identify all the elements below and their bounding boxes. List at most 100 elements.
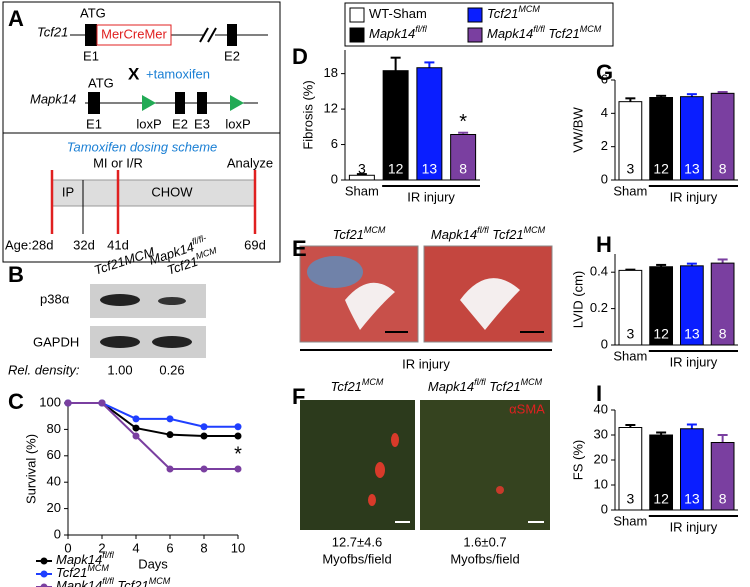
panel-e: IR injury bbox=[299, 245, 553, 371]
x-tick-label: Sham bbox=[613, 183, 647, 198]
panel-a: Tcf21 ATG MerCreMer E1 E2 X +tamoxifen M… bbox=[2, 1, 281, 263]
x-tick-label: Sham bbox=[613, 513, 647, 528]
panel-label: B bbox=[8, 262, 24, 287]
exon bbox=[227, 24, 237, 46]
bar bbox=[679, 428, 704, 511]
x-tick-label: Sham bbox=[345, 183, 379, 198]
image-title: Tcf21MCM bbox=[331, 377, 384, 394]
event-label: Analyze bbox=[227, 155, 273, 170]
bar-label: 3 bbox=[626, 491, 634, 507]
superscript: fl/fl- bbox=[191, 233, 208, 247]
group-label: IR injury bbox=[402, 356, 450, 371]
y-tick-label: 6 bbox=[331, 136, 338, 151]
exon bbox=[88, 92, 100, 114]
bar-label: 3 bbox=[626, 326, 634, 342]
panel-label: A bbox=[8, 6, 24, 31]
break bbox=[199, 27, 209, 43]
x-tick-label: 6 bbox=[166, 540, 173, 555]
lumen bbox=[345, 282, 395, 330]
bar bbox=[618, 427, 643, 511]
superscript: fl/fl bbox=[477, 225, 490, 235]
image-title: Mapk14fl/fl Tcf21MCM bbox=[428, 377, 543, 394]
series-line bbox=[68, 402, 238, 470]
y-tick-label: 0.2 bbox=[590, 300, 608, 315]
bar bbox=[382, 70, 409, 181]
phase-label: IP bbox=[62, 184, 74, 199]
start-codon: ATG bbox=[88, 75, 114, 90]
legend-label: Mapk14fl/fl bbox=[369, 24, 428, 41]
panel-b: p38α GAPDH Rel. density: 1.00 0.26 bbox=[8, 284, 206, 377]
treatment: +tamoxifen bbox=[146, 66, 210, 81]
immunostain-image bbox=[420, 400, 550, 530]
label-part: Tcf21 bbox=[331, 379, 362, 394]
point bbox=[234, 423, 242, 431]
y-tick-label: 0 bbox=[54, 526, 61, 541]
bar-label: 8 bbox=[719, 491, 727, 507]
series-line bbox=[68, 402, 238, 428]
bar bbox=[416, 67, 443, 181]
y-tick-label: 20 bbox=[47, 500, 61, 515]
blot-band bbox=[152, 336, 192, 348]
stain-signal bbox=[496, 486, 504, 494]
fibrosis-area bbox=[307, 256, 363, 288]
superscript: fl/fl bbox=[533, 24, 546, 34]
density-value: 0.26 bbox=[159, 362, 184, 377]
legend-swatch bbox=[349, 7, 365, 23]
point bbox=[166, 465, 174, 473]
break bbox=[207, 27, 217, 43]
image-title: Tcf21MCM bbox=[333, 225, 386, 242]
y-tick-label: 40 bbox=[47, 474, 61, 489]
point bbox=[132, 424, 140, 432]
loxp-label: loxP bbox=[225, 116, 250, 131]
label-part: Mapk14 bbox=[56, 578, 102, 587]
x-tick-label: 0 bbox=[64, 540, 71, 555]
loxp-label: loxP bbox=[136, 116, 161, 131]
point bbox=[200, 465, 208, 473]
y-tick-label: 60 bbox=[47, 447, 61, 462]
count: 12.7±4.6 bbox=[332, 534, 383, 549]
bar bbox=[649, 266, 674, 346]
x-tick-label: 4 bbox=[132, 540, 139, 555]
superscript: MCM bbox=[524, 225, 546, 235]
y-tick-label: 100 bbox=[39, 394, 61, 409]
point bbox=[166, 415, 174, 423]
count-unit: Myofbs/field bbox=[322, 551, 391, 566]
exon bbox=[85, 24, 97, 46]
x-axis-label: Days bbox=[138, 556, 168, 571]
label-part: Mapk14 bbox=[56, 552, 102, 567]
blot-band bbox=[100, 336, 140, 348]
y-tick-label: 80 bbox=[47, 421, 61, 436]
bar-label: 13 bbox=[684, 326, 700, 342]
group-label: IR injury bbox=[670, 519, 718, 534]
point bbox=[64, 399, 72, 407]
y-tick-label: 40 bbox=[594, 401, 608, 416]
cross: X bbox=[128, 64, 140, 83]
stain-signal bbox=[391, 433, 399, 447]
label-part: Tcf21 bbox=[545, 26, 580, 41]
panel-label: D bbox=[292, 44, 308, 69]
superscript: MCM bbox=[518, 4, 540, 14]
bar-label: 3 bbox=[626, 161, 634, 177]
y-tick-label: 0 bbox=[601, 336, 608, 351]
row-label: GAPDH bbox=[33, 334, 79, 349]
bar-label: 12 bbox=[388, 161, 404, 177]
immunostain-image bbox=[300, 400, 415, 530]
panel-label: H bbox=[596, 232, 612, 257]
stain-signal bbox=[368, 494, 376, 506]
panel-label: E bbox=[292, 236, 307, 261]
y-tick-label: 0 bbox=[601, 501, 608, 516]
exon-label: E2 bbox=[224, 48, 240, 63]
superscript: MCM bbox=[195, 245, 219, 261]
blot-band bbox=[100, 294, 140, 306]
y-tick-label: 0 bbox=[331, 171, 338, 186]
bar-label: 13 bbox=[422, 161, 438, 177]
y-axis-label: Survival (%) bbox=[23, 434, 38, 504]
bar bbox=[649, 434, 674, 511]
scheme-title: Tamoxifen dosing scheme bbox=[67, 139, 218, 154]
y-tick-label: 4 bbox=[601, 105, 608, 120]
label-part: Tcf21 bbox=[56, 565, 87, 580]
legend-label: Mapk14fl/fl Tcf21MCM bbox=[56, 576, 171, 587]
point bbox=[234, 432, 242, 440]
y-tick-label: 10 bbox=[594, 476, 608, 491]
panel-f: αSMA 12.7±4.6 1.6±0.7 Myofbs/field Myofb… bbox=[300, 400, 550, 566]
